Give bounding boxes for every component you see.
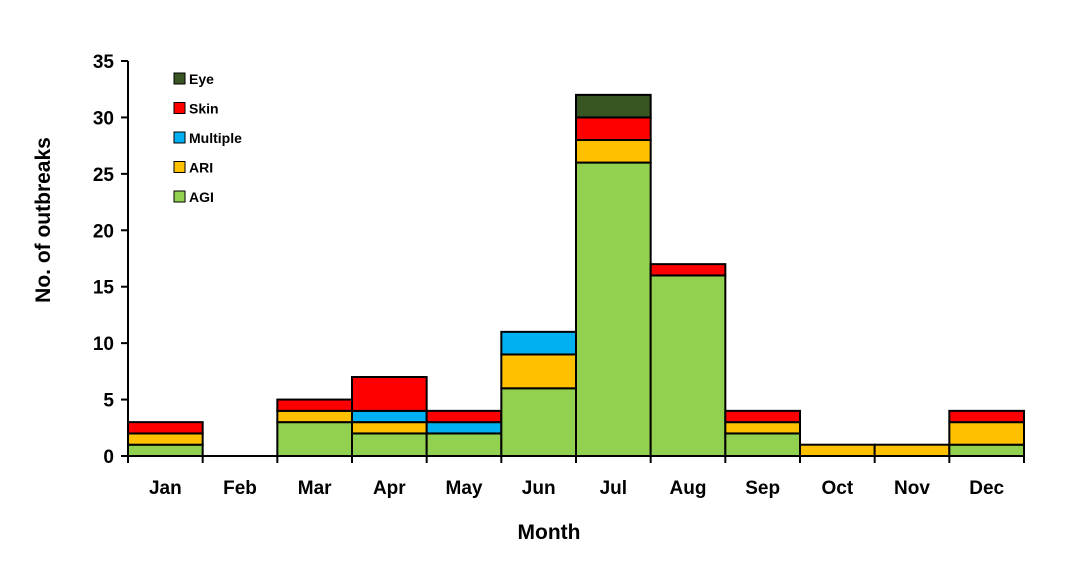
bar-segment-agi-mar [276, 421, 354, 457]
bar-segment-skin-aug [649, 263, 727, 277]
bar-segment-ari-jul [575, 139, 652, 164]
x-tick-label-aug: Aug [670, 478, 707, 499]
legend-swatch-agi [173, 190, 186, 203]
x-tick-label-sep: Sep [745, 478, 780, 499]
y-tick-label: 25 [93, 165, 115, 186]
bar-segment-agi-may [425, 432, 503, 457]
legend-swatch-eye [173, 72, 186, 85]
y-tick-label: 30 [93, 108, 114, 129]
bar-segment-agi-jun [500, 387, 578, 457]
legend-label-multiple: Multiple [189, 130, 242, 146]
x-tick-label-may: May [446, 478, 483, 499]
x-tick-label-dec: Dec [969, 478, 1004, 499]
x-tick-label-jul: Jul [600, 478, 627, 499]
bar-segment-ari-oct [799, 443, 876, 458]
bar-segment-skin-jan [127, 421, 204, 435]
bar-segment-ari-apr [351, 421, 428, 435]
legend-label-agi: AGI [189, 189, 214, 205]
bar-segment-skin-may [425, 409, 503, 424]
legend-swatch-ari [173, 161, 186, 173]
bar-segment-ari-sep [724, 421, 801, 435]
bar-segment-skin-mar [276, 398, 354, 412]
bar-segment-ari-mar [276, 409, 354, 424]
axes-layer [121, 60, 1025, 463]
x-tick-label-mar: Mar [298, 478, 332, 499]
bar-segment-agi-jan [127, 443, 204, 458]
x-tick-label-nov: Nov [894, 478, 930, 499]
bar-segment-skin-apr [351, 376, 428, 412]
x-tick-label-jan: Jan [149, 478, 182, 499]
x-tick-label-feb: Feb [223, 478, 257, 499]
x-tick-label-jun: Jun [522, 478, 556, 499]
legend-label-skin: Skin [189, 101, 219, 117]
bar-segment-eye-jul [575, 93, 652, 119]
bar-segment-multiple-jun [500, 330, 578, 356]
legend-swatch-multiple [173, 131, 186, 144]
bar-segment-ari-dec [948, 421, 1025, 446]
bar-segment-skin-sep [724, 409, 801, 424]
y-axis-title: No. of outbreaks [32, 137, 55, 303]
bar-segment-multiple-apr [351, 409, 428, 424]
bar-segment-agi-dec [948, 443, 1025, 458]
bar-segment-agi-apr [351, 432, 428, 457]
y-tick-label: 20 [93, 221, 114, 242]
bar-segment-agi-aug [649, 274, 727, 457]
x-tick-labels: Jan Feb Mar Apr May Jun Jul Aug Sep Oct Nov Dec [149, 478, 1005, 499]
legend-swatch-skin [173, 102, 186, 114]
x-tick-label-oct: Oct [821, 478, 853, 499]
bar-segment-skin-dec [948, 409, 1025, 424]
bar-segment-skin-jul [575, 116, 652, 142]
bar-segment-ari-nov [873, 443, 951, 458]
y-tick-label: 35 [93, 52, 115, 73]
y-tick-label: 5 [103, 391, 114, 412]
bar-segment-multiple-may [425, 421, 503, 435]
bar-segment-agi-jul [575, 161, 652, 457]
legend: Eye Skin Multiple ARI AGI [173, 71, 242, 205]
y-tick-label: 15 [93, 278, 115, 299]
legend-label-ari: ARI [189, 160, 213, 176]
legend-label-eye: Eye [189, 71, 214, 87]
bar-segment-agi-sep [724, 432, 801, 457]
bar-segment-ari-jun [500, 353, 578, 390]
x-axis-title: Month [518, 521, 581, 544]
y-tick-labels: 0 5 10 15 20 25 30 35 [93, 52, 115, 468]
bars-layer [127, 93, 1025, 458]
y-tick-label: 10 [93, 334, 114, 355]
bar-segment-ari-jan [127, 432, 204, 446]
y-tick-label: 0 [103, 447, 114, 468]
x-tick-label-apr: Apr [373, 478, 406, 499]
